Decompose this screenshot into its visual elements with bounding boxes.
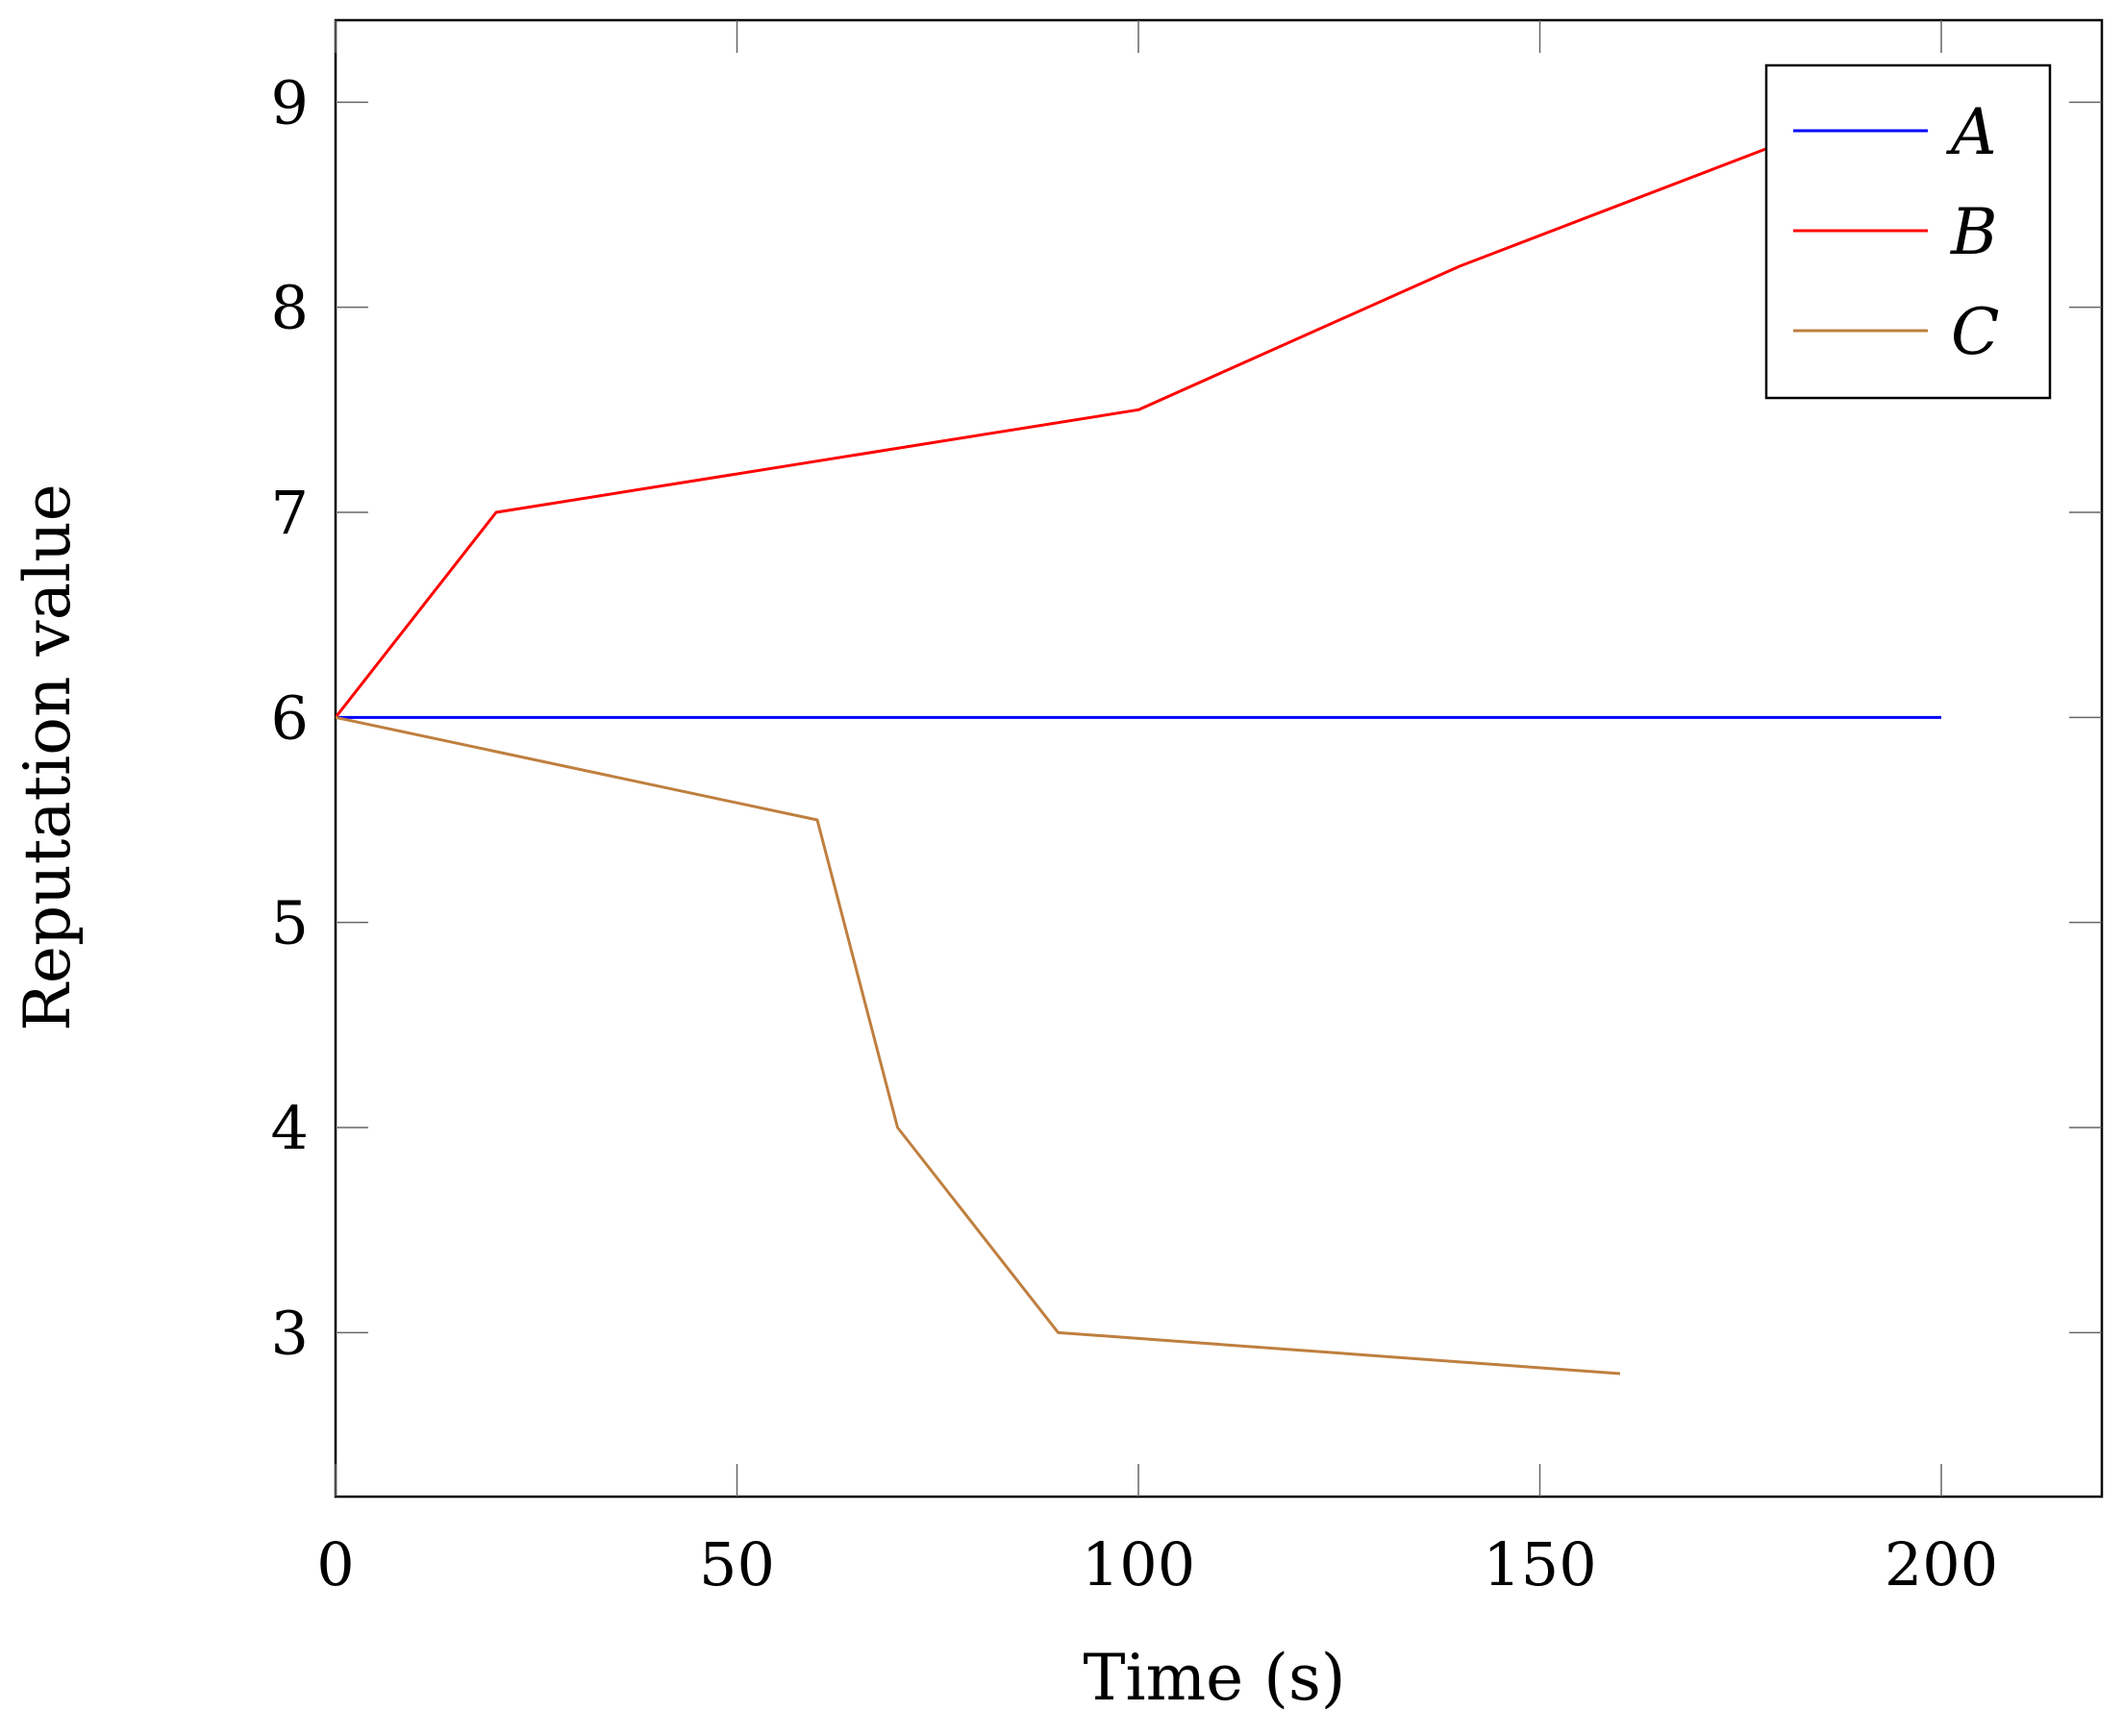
plot-area: [334, 18, 2104, 1499]
x-axis-label: Time (s): [1083, 1641, 1345, 1715]
series-line-c: [336, 715, 1621, 1376]
x-tick-label: 200: [1885, 1529, 1998, 1600]
y-tick-label: 4: [271, 1093, 309, 1163]
plot-frame: [334, 18, 2104, 1499]
y-axis-ticks: 3 4 5 6 7 8 9: [271, 67, 2102, 1368]
x-tick-label: 0: [316, 1529, 354, 1600]
series-line-b: [336, 141, 1782, 719]
y-tick-label: 6: [271, 682, 309, 753]
x-tick-label: 100: [1082, 1529, 1195, 1600]
y-axis-label: Reputation value: [11, 484, 85, 1031]
x-tick-label: 50: [699, 1529, 775, 1600]
legend-label-a: A: [1945, 95, 1997, 169]
y-tick-label: 9: [271, 67, 309, 137]
series-lines: [336, 141, 1941, 1376]
y-tick-label: 7: [271, 478, 309, 548]
legend-label-c: C: [1951, 295, 2000, 369]
y-tick-label: 5: [271, 888, 309, 958]
y-tick-label: 3: [271, 1298, 309, 1368]
x-axis-ticks: 0 50 100 150 200: [316, 20, 1998, 1600]
y-tick-label: 8: [271, 273, 309, 343]
legend-label-b: B: [1950, 195, 1998, 269]
legend: ABC: [1764, 63, 2052, 400]
x-tick-label: 150: [1483, 1529, 1596, 1600]
